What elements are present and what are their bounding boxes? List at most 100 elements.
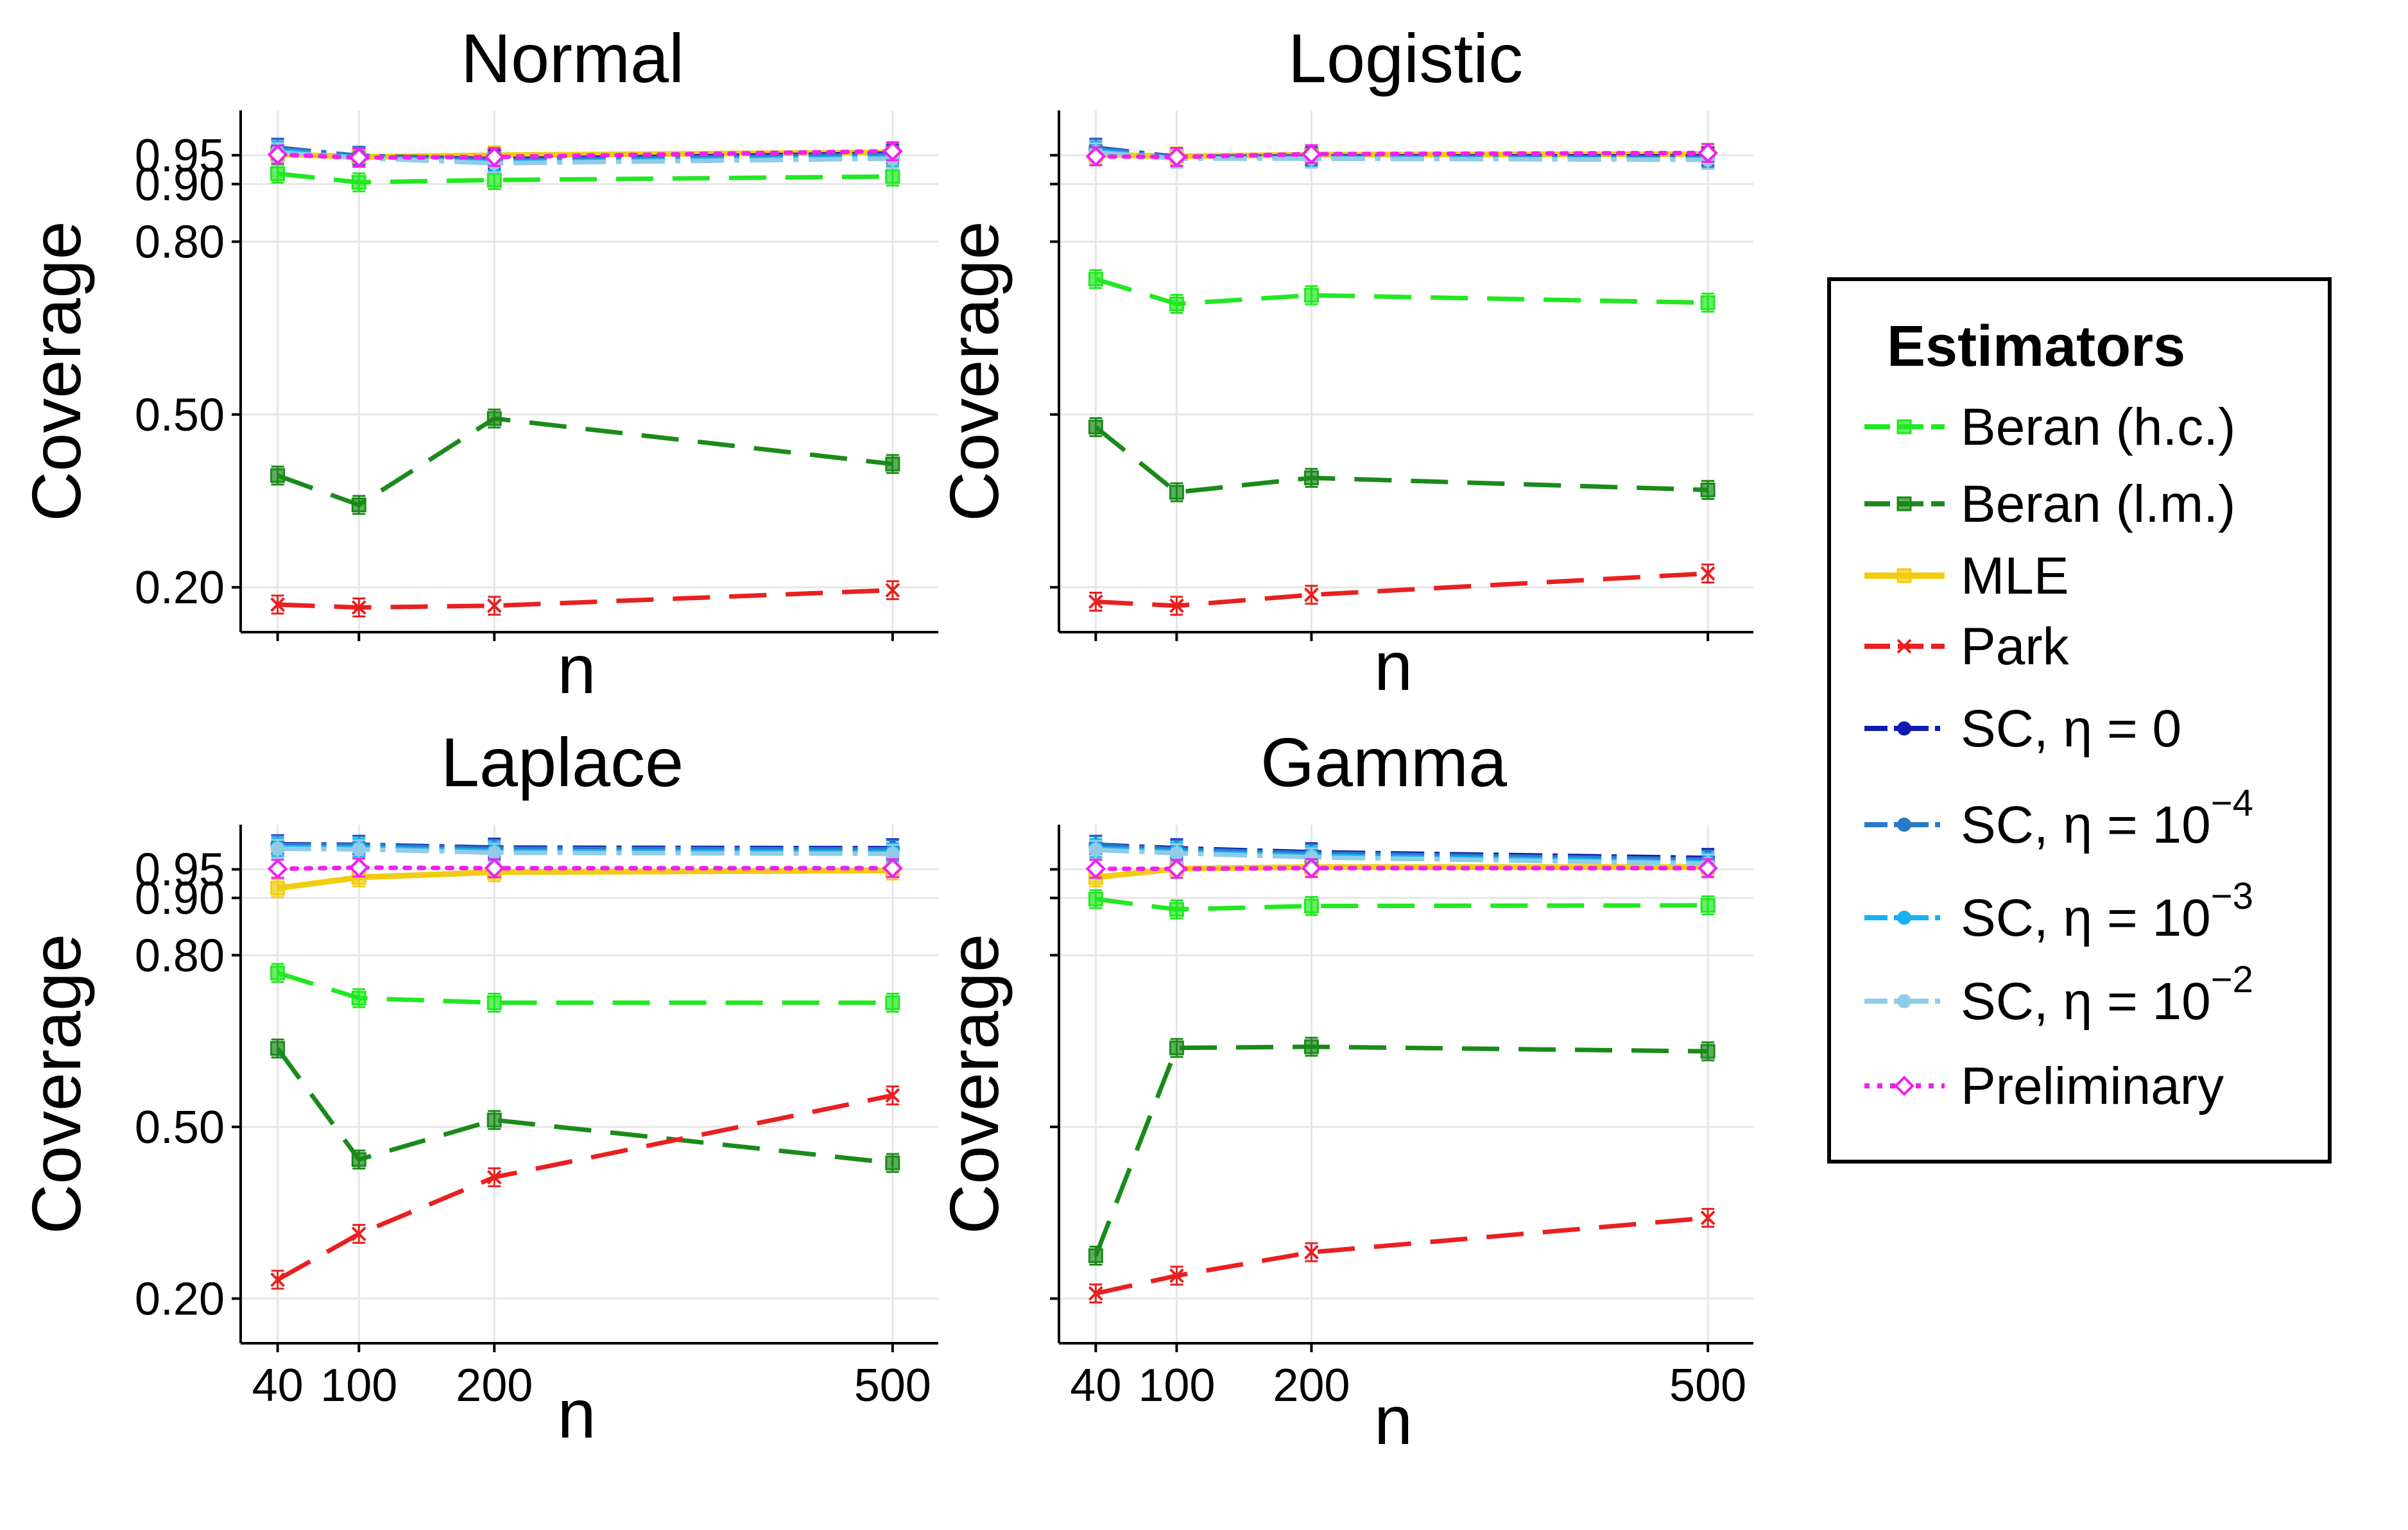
point-sc2 xyxy=(352,842,366,857)
legend-label-exponent: −2 xyxy=(2211,959,2253,1001)
point-mle xyxy=(270,881,286,896)
point-beran_lm xyxy=(486,1112,502,1128)
legend-label-beran_hc: Beran (h.c.) xyxy=(1961,398,2235,456)
point-park xyxy=(1304,1244,1319,1260)
series-line-park xyxy=(276,1093,893,1282)
series-line-sc4 xyxy=(277,842,893,852)
x-tick-label: 500 xyxy=(1669,1360,1746,1411)
legend-label-sc0: SC, η = 0 xyxy=(1961,700,2181,758)
x-tick-label: 100 xyxy=(320,1360,397,1411)
point-park xyxy=(486,1169,502,1185)
y-axis-label: Coverage xyxy=(17,221,95,521)
point-beran_hc xyxy=(351,175,366,190)
point-beran_lm xyxy=(486,411,502,426)
point-prelim xyxy=(1085,146,1106,167)
y-tick-label: 0.95 xyxy=(135,845,225,896)
legend-label-base: SC, η = 10 xyxy=(1961,972,2211,1031)
series-line-sc2 xyxy=(277,846,893,857)
x-tick-label: 200 xyxy=(1273,1360,1350,1411)
series-line-prelim xyxy=(275,865,895,872)
panels: 0.200.500.800.900.95NormalCoveragenLogis… xyxy=(17,19,1753,1459)
series-beran_lm xyxy=(1088,417,1716,503)
legend-label-prelim: Preliminary xyxy=(1961,1057,2224,1115)
point-beran_hc xyxy=(270,965,286,981)
legend-label-sc2: SC, η = 10−2 xyxy=(1961,959,2253,1031)
point-sc2 xyxy=(1169,846,1184,861)
panel-title: Laplace xyxy=(441,723,684,801)
point-beran_lm xyxy=(1700,1044,1716,1059)
legend-item-beran_hc: Beran (h.c.) xyxy=(1864,398,2235,456)
legend-label-base: SC, η = 10 xyxy=(1961,889,2211,947)
series-park xyxy=(270,580,900,618)
y-tick-label: 0.50 xyxy=(135,390,225,441)
series-park xyxy=(1088,563,1716,616)
x-tick-label: 40 xyxy=(1070,1360,1121,1411)
series-beran_lm xyxy=(270,408,900,515)
series-line-prelim xyxy=(1093,150,1710,160)
point-park xyxy=(1304,587,1319,603)
point-beran_lm xyxy=(1169,485,1184,500)
legend-item-sc2: SC, η = 10−2 xyxy=(1864,959,2253,1031)
legend-marker-prelim xyxy=(1894,1076,1914,1096)
point-park xyxy=(1700,566,1716,581)
point-beran_hc xyxy=(1700,295,1716,311)
point-park xyxy=(270,1272,286,1287)
legend-label-sc3: SC, η = 10−3 xyxy=(1961,875,2253,947)
x-axis-label: n xyxy=(1374,627,1413,705)
series-line-mle xyxy=(277,867,893,891)
point-beran_lm xyxy=(1088,420,1103,435)
point-park xyxy=(351,1226,366,1242)
series-beran_hc xyxy=(1088,889,1716,920)
point-beran_lm xyxy=(885,456,900,472)
legend-item-mle: MLE xyxy=(1864,547,2069,605)
series-beran_hc xyxy=(270,164,900,193)
point-beran_hc xyxy=(885,169,900,184)
series-line-prelim xyxy=(1093,866,1710,872)
point-beran_hc xyxy=(1169,902,1184,917)
point-beran_lm xyxy=(1303,470,1319,486)
legend-marker-sc0 xyxy=(1897,721,1911,735)
y-tick-label: 0.90 xyxy=(135,873,225,924)
point-beran_lm xyxy=(885,1155,900,1171)
point-beran_lm xyxy=(351,497,366,513)
legend-label-beran_lm: Beran (l.m.) xyxy=(1961,475,2235,533)
series-line-beran_hc xyxy=(1095,897,1708,912)
point-prelim xyxy=(484,146,505,168)
legend-item-beran_lm: Beran (l.m.) xyxy=(1864,475,2235,533)
series-park xyxy=(1088,1208,1716,1303)
point-beran_lm xyxy=(270,468,286,483)
y-tick-label: 0.20 xyxy=(135,562,225,614)
series-line-beran_lm xyxy=(1094,425,1708,495)
panel-logistic: Logistic Coverage n xyxy=(935,19,1753,705)
series-line-beran_hc xyxy=(277,171,893,185)
point-prelim xyxy=(1301,857,1322,879)
point-park xyxy=(351,600,366,615)
legend-label-sc4: SC, η = 10−4 xyxy=(1961,782,2253,854)
legend-marker-sc2 xyxy=(1897,994,1911,1008)
y-tick-label: 0.80 xyxy=(135,217,225,268)
legend-marker-sc3 xyxy=(1897,911,1911,925)
point-sc2 xyxy=(487,845,502,860)
point-park xyxy=(1169,1268,1184,1284)
point-prelim xyxy=(1301,144,1322,164)
point-beran_lm xyxy=(351,1152,366,1167)
y-tick-label: 0.90 xyxy=(135,159,225,211)
y-axis-label: Coverage xyxy=(935,221,1013,521)
series-line-beran_lm xyxy=(1094,1044,1708,1257)
x-axis-label: n xyxy=(557,1375,596,1452)
point-beran_hc xyxy=(1700,898,1716,913)
point-park xyxy=(1700,1210,1716,1226)
series-line-beran_hc xyxy=(1095,277,1708,306)
legend-label-park: Park xyxy=(1961,617,2070,676)
point-park xyxy=(270,597,286,612)
point-beran_lm xyxy=(1088,1248,1103,1264)
x-axis-label: n xyxy=(557,630,596,708)
series-prelim xyxy=(267,857,903,879)
y-axis-label: Coverage xyxy=(17,934,95,1234)
point-beran_lm xyxy=(1303,1039,1319,1054)
point-sc2 xyxy=(1088,843,1103,857)
x-tick-label: 200 xyxy=(456,1360,533,1411)
point-park xyxy=(1088,594,1103,609)
point-prelim xyxy=(1698,142,1718,164)
point-beran_hc xyxy=(486,995,502,1010)
